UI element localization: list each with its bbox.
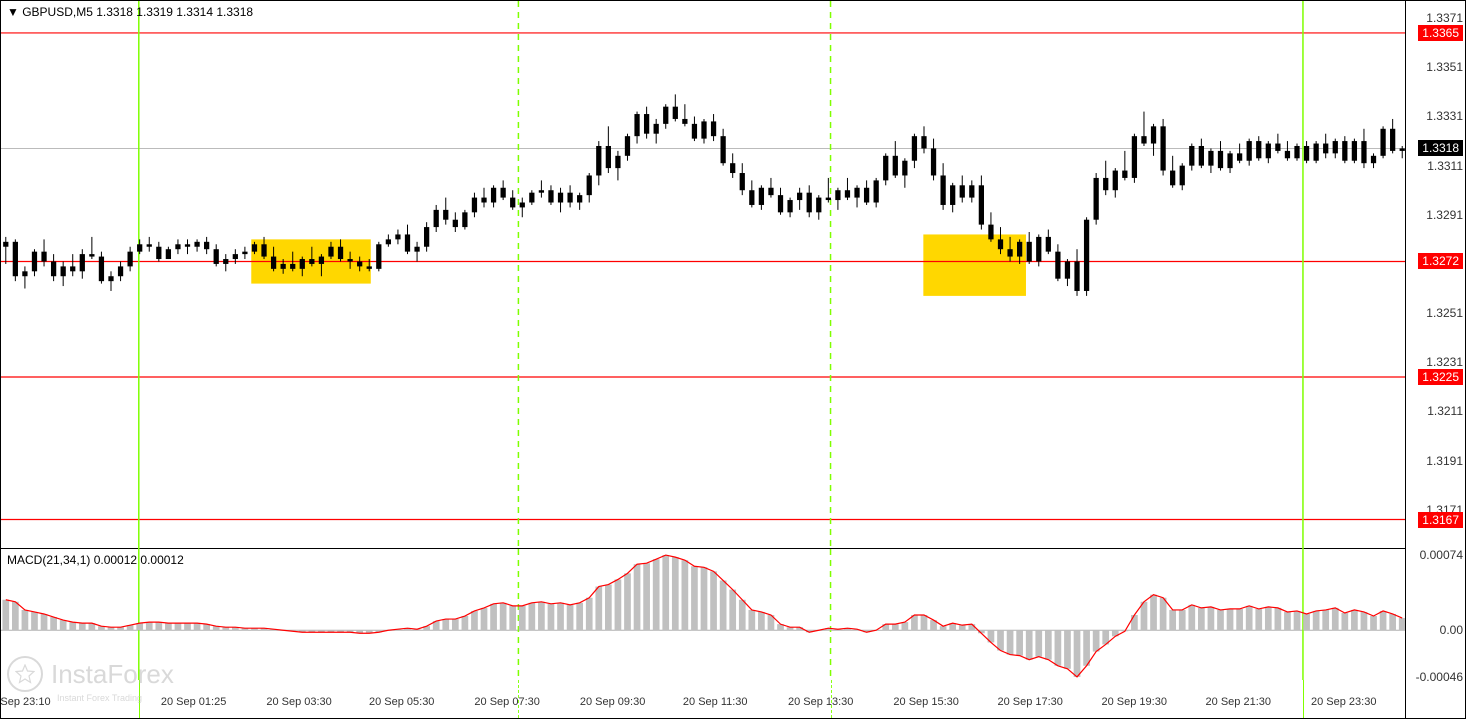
time-axis-label: 20 Sep 17:30 <box>997 696 1062 708</box>
time-axis-label: 20 Sep 23:30 <box>1311 696 1376 708</box>
time-axis-label: 20 Sep 07:30 <box>474 696 539 708</box>
time-axis-label: 20 Sep 09:30 <box>580 696 645 708</box>
time-axis-label: 20 Sep 13:30 <box>788 696 853 708</box>
time-axis-label: 20 Sep 05:30 <box>369 696 434 708</box>
price-y-tick: 1.3351 <box>1426 60 1463 74</box>
time-axis-label: 19 Sep 23:10 <box>0 696 51 708</box>
price-y-tick: 1.3251 <box>1426 306 1463 320</box>
price-y-tick: 1.3331 <box>1426 109 1463 123</box>
macd-title: MACD(21,34,1) 0.00012 0.00012 <box>7 553 184 567</box>
price-y-tick: 1.3231 <box>1426 355 1463 369</box>
macd-y-tick: 0.00 <box>1440 623 1463 637</box>
session-vline <box>1303 680 1305 718</box>
macd-chart-svg <box>1 549 1407 681</box>
current-price-label: 1.3318 <box>1418 140 1463 156</box>
macd-y-tick: 0.00074 <box>1420 548 1463 562</box>
price-level-label: 1.3225 <box>1418 369 1463 385</box>
time-axis-label: 20 Sep 15:30 <box>893 696 958 708</box>
session-vline <box>518 680 519 718</box>
price-chart-svg <box>1 1 1407 549</box>
y-axis: 1.33711.33511.33311.33111.32911.32711.32… <box>1405 1 1465 718</box>
time-axis: 19 Sep 23:10 20 Sep 01:25 20 Sep 03:30 20 S… <box>1 680 1405 718</box>
price-y-tick: 1.3371 <box>1426 11 1463 25</box>
price-y-tick: 1.3291 <box>1426 208 1463 222</box>
price-y-tick: 1.3191 <box>1426 454 1463 468</box>
chart-container: ▼ GBPUSD,M5 1.3318 1.3319 1.3314 1.3318 … <box>0 0 1466 719</box>
price-level-label: 1.3167 <box>1418 512 1463 528</box>
chart-title: ▼ GBPUSD,M5 1.3318 1.3319 1.3314 1.3318 <box>7 5 253 19</box>
price-level-label: 1.3365 <box>1418 25 1463 41</box>
watermark-icon <box>7 656 43 692</box>
price-y-tick: 1.3311 <box>1427 159 1463 173</box>
watermark-brand: InstaForex <box>51 659 174 690</box>
macd-y-tick: -0.00046 <box>1416 670 1463 684</box>
session-vline <box>831 680 832 718</box>
macd-panel[interactable] <box>1 549 1405 681</box>
price-panel[interactable] <box>1 1 1405 549</box>
watermark-tagline: Instant Forex Trading <box>57 693 142 703</box>
time-axis-label: 20 Sep 21:30 <box>1206 696 1271 708</box>
price-y-tick: 1.3211 <box>1427 404 1463 418</box>
time-axis-label: 20 Sep 11:30 <box>683 696 748 708</box>
watermark: InstaForex Instant Forex Trading <box>7 656 174 692</box>
time-axis-label: 20 Sep 03:30 <box>266 696 331 708</box>
time-axis-label: 20 Sep 19:30 <box>1102 696 1167 708</box>
price-level-label: 1.3272 <box>1418 253 1463 269</box>
time-axis-label: 20 Sep 01:25 <box>161 696 226 708</box>
